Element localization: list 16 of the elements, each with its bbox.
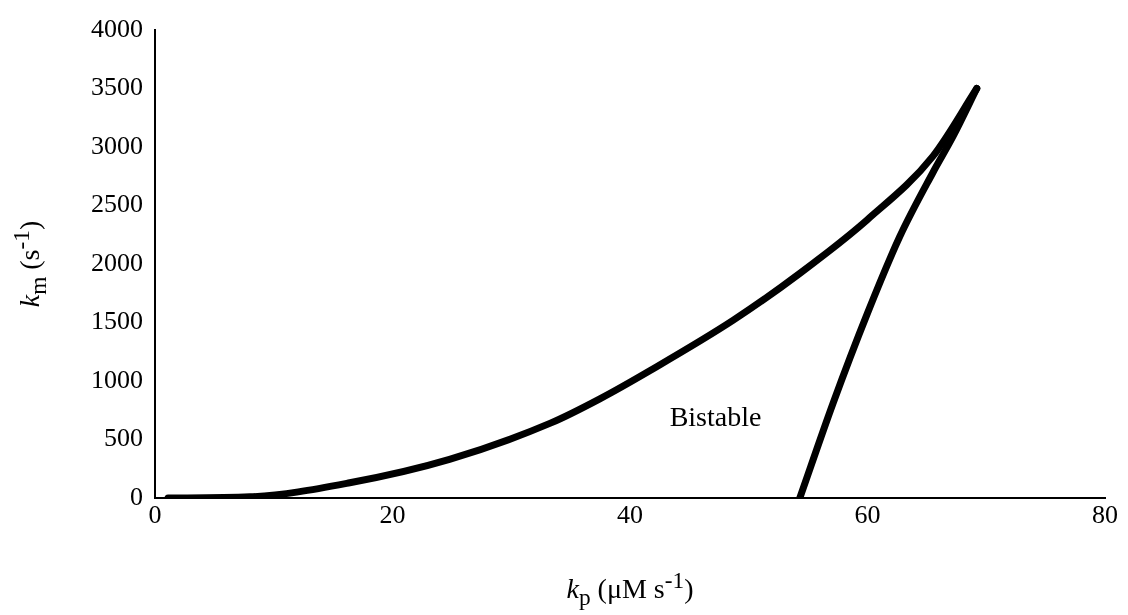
y-tick-label: 0 [130, 481, 143, 511]
y-tick-label: 1500 [91, 306, 143, 336]
y-tick-label: 4000 [91, 13, 143, 43]
x-axis-title: k$_{p}$ (μM s$^{-1}$) [566, 567, 694, 611]
annotation: Bistable [669, 400, 762, 432]
y-tick-label: 2000 [91, 247, 143, 277]
y-tick-label: 2500 [91, 189, 143, 219]
y-tick-label: 500 [104, 423, 143, 453]
x-tick-label: 40 [617, 500, 643, 530]
x-tick-label: 0 [148, 500, 162, 530]
y-tick-label: 3500 [91, 72, 143, 102]
y-tick-label: 1000 [91, 364, 143, 394]
y-tick-label: 3000 [91, 130, 143, 160]
x-tick-label: 60 [854, 500, 881, 530]
x-tick-label: 80 [1092, 500, 1118, 530]
x-tick-label: 20 [379, 500, 406, 530]
